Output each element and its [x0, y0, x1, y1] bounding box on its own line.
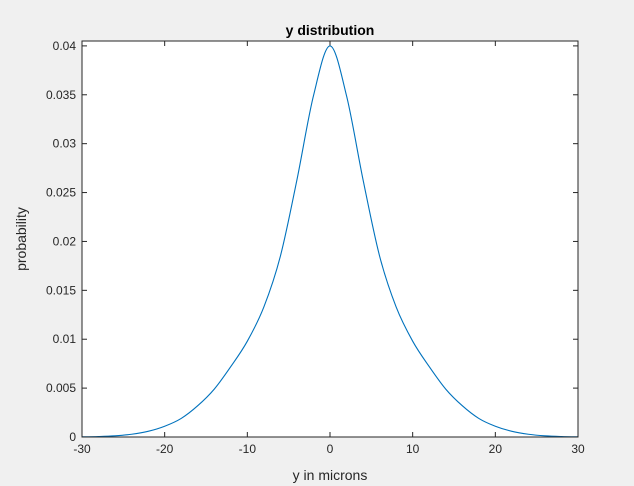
y-tick-label: 0.015: [46, 283, 76, 297]
y-tick-label: 0.01: [53, 332, 77, 346]
axes-box: [81, 40, 579, 438]
x-tick-label: 0: [327, 442, 334, 456]
y-tick-label: 0.035: [46, 88, 76, 102]
y-tick-label: 0.02: [53, 234, 77, 248]
plot-area: [82, 41, 578, 437]
tick-labels: -30 -20 -10 0 10 20 30 0 0.005 0.01 0.015 0.02 0.025…: [46, 39, 585, 456]
series-line: [81, 45, 579, 438]
x-tick-label: -20: [156, 442, 174, 456]
x-axis-title: y in microns: [293, 467, 368, 483]
y-axis-title: probability: [13, 207, 29, 271]
chart-title: y distribution: [286, 22, 375, 38]
x-tick-label: -30: [73, 442, 91, 456]
y-tick-label: 0.04: [53, 39, 77, 53]
y-tick-label: 0.03: [53, 137, 77, 151]
x-tick-label: -10: [239, 442, 257, 456]
x-tick-label: 20: [489, 442, 503, 456]
x-tick-label: 30: [571, 442, 585, 456]
y-tick-label: 0.005: [46, 381, 76, 395]
y-tick-label: 0: [69, 430, 76, 444]
x-tick-label: 10: [406, 442, 420, 456]
series-layer: [81, 45, 579, 438]
y-tick-label: 0.025: [46, 186, 76, 200]
